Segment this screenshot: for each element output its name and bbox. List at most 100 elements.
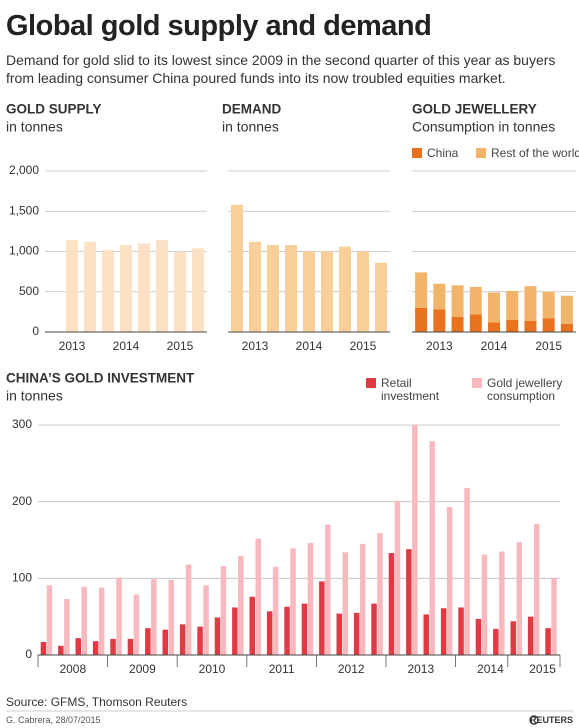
bar — [290, 548, 296, 655]
bar — [285, 245, 297, 332]
page-title: Global gold supply and demand — [6, 10, 432, 42]
bar — [440, 608, 447, 655]
x-tick-label: 2015 — [529, 662, 556, 676]
bar — [353, 612, 360, 655]
bar-segment — [506, 319, 519, 332]
y-tick-label: 500 — [19, 284, 39, 298]
bar — [92, 641, 99, 655]
bar — [120, 245, 132, 332]
bar — [429, 441, 435, 655]
bar-segment — [506, 290, 519, 320]
bar — [151, 579, 157, 655]
bar-segment — [488, 322, 500, 332]
bar — [84, 241, 96, 332]
x-tick-label: 2011 — [269, 662, 295, 676]
logo-icon — [529, 715, 539, 725]
x-tick-label: 2013 — [426, 339, 453, 353]
bar — [174, 251, 186, 332]
bar — [319, 581, 325, 655]
bar — [145, 628, 151, 655]
legend-swatch — [476, 148, 486, 158]
bar — [357, 251, 369, 332]
bar — [458, 607, 464, 655]
bar-segment — [469, 314, 482, 332]
chart-title: CHINA’S GOLD INVESTMENT — [6, 371, 195, 386]
bar — [64, 599, 70, 655]
bar — [75, 638, 81, 655]
x-tick-label: 2013 — [59, 339, 86, 353]
chart-subtitle: in tonnes — [6, 119, 63, 135]
bar — [412, 425, 418, 655]
x-tick-label: 2014 — [113, 339, 140, 353]
bar-segment — [415, 307, 428, 332]
logo: REUTERS — [529, 715, 573, 725]
bar — [527, 616, 534, 655]
x-tick-label: 2008 — [59, 662, 86, 676]
y-tick-label: 300 — [12, 417, 32, 431]
bar — [40, 641, 47, 655]
bar — [446, 507, 453, 655]
y-tick-label: 0 — [32, 324, 39, 338]
bar — [156, 240, 168, 332]
x-tick-label: 2013 — [407, 662, 434, 676]
x-tick-label: 2014 — [481, 339, 508, 353]
x-tick-label: 2015 — [535, 339, 562, 353]
bar — [493, 628, 499, 655]
bar — [377, 533, 383, 655]
legend-label: China — [427, 146, 459, 160]
bar — [516, 542, 522, 655]
bar-segment — [560, 323, 573, 332]
bar — [303, 251, 315, 332]
y-tick-label: 200 — [12, 494, 32, 508]
bar-segment — [469, 286, 482, 315]
bar — [371, 603, 377, 655]
x-tick-label: 2014 — [296, 339, 323, 353]
bar — [110, 638, 116, 655]
bar — [301, 603, 308, 655]
bar-segment — [542, 318, 555, 332]
chart-title: DEMAND — [222, 102, 281, 117]
bar — [394, 500, 401, 655]
legend-swatch — [472, 378, 482, 388]
bar — [232, 607, 238, 655]
bar — [203, 585, 209, 655]
page-subtitle: Demand for gold slid to its lowest since… — [6, 52, 556, 86]
bar — [423, 614, 429, 655]
bar — [133, 594, 140, 655]
bar-segment — [433, 283, 446, 310]
x-tick-label: 2012 — [338, 662, 365, 676]
bar — [81, 586, 87, 655]
bar-segment — [415, 272, 428, 308]
y-tick-label: 0 — [25, 647, 32, 661]
bar — [267, 245, 279, 332]
bar — [255, 538, 261, 655]
x-tick-label: 2015 — [167, 339, 194, 353]
bar — [46, 585, 53, 655]
bar-segment — [488, 292, 500, 323]
chart-title: GOLD SUPPLY — [6, 102, 102, 117]
bar-segment — [433, 309, 446, 332]
bar-segment — [451, 316, 464, 332]
bar — [339, 246, 351, 332]
bar — [342, 552, 348, 655]
bar — [138, 243, 150, 332]
bar — [102, 249, 114, 332]
bar — [197, 626, 203, 655]
x-tick-label: 2009 — [129, 662, 156, 676]
bar — [321, 251, 333, 332]
credit: G. Cabrera, 28/07/2015 — [6, 715, 101, 725]
legend-swatch — [412, 148, 422, 158]
bar — [58, 645, 64, 655]
bar — [406, 549, 412, 655]
bar-segment — [542, 291, 555, 319]
bar-segment — [524, 286, 537, 321]
y-tick-label: 100 — [12, 571, 32, 585]
bar-segment — [560, 295, 573, 324]
chart-subtitle: Consumption in tonnes — [412, 119, 555, 135]
chart-title: GOLD JEWELLERY — [412, 102, 537, 117]
bar — [307, 543, 314, 655]
bar — [220, 566, 227, 655]
bar — [359, 543, 366, 655]
bar — [375, 262, 387, 332]
y-tick-label: 1,000 — [9, 244, 39, 258]
